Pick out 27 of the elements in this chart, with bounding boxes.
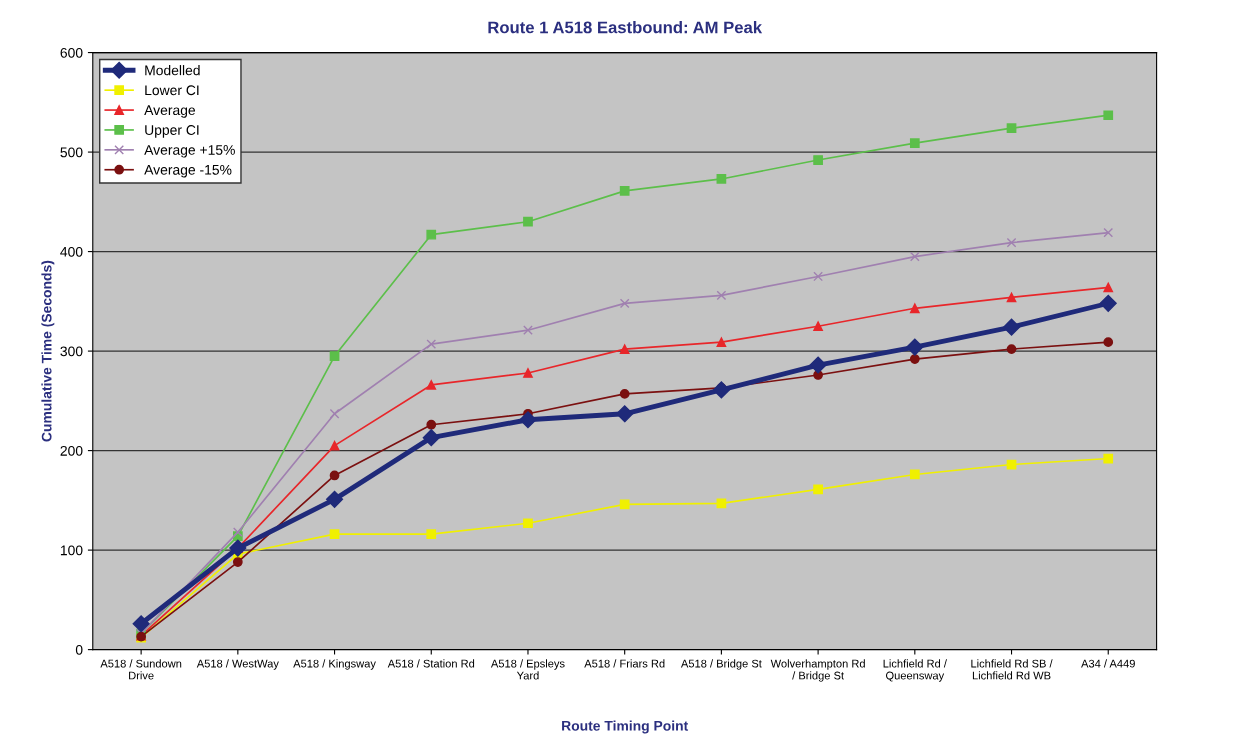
y-tick-label: 600 [60,47,83,58]
y-tick-label: 200 [60,445,83,456]
chart-title: Route 1 A518 Eastbound: AM Peak [488,21,763,34]
legend-label: Average [144,105,196,118]
y-tick-label: 0 [75,644,83,655]
x-tick-label: A518 / WestWay [196,659,279,670]
x-tick-label: Lichfield Rd SB / Lichfield Rd WB [971,659,1053,680]
legend-label: Upper CI [145,125,199,138]
x-tick-label: A518 / Epsleys Yard [490,659,565,680]
legend-label: Modelled [145,65,200,76]
x-tick-label: A518 / Kingsway [293,659,376,670]
x-tick-label: A518 / Sundown Drive [100,659,182,680]
legend-label: Lower CI [145,85,199,96]
y-axis-title: Cumulative Time (Seconds) [41,260,55,442]
x-tick-label: A34 / A449 [1081,659,1135,668]
x-tick-label: A518 / Station Rd [387,659,475,668]
x-axis-title: Route Timing Point [562,720,689,734]
x-tick-label: A518 / Friars Rd [584,659,665,668]
x-tick-label: Wolverhampton Rd / Bridge St [770,659,865,682]
legend-label: Average -15% [144,164,232,178]
x-tick-label: Lichfield Rd / Queensway [883,659,947,682]
x-tick-label: A518 / Bridge St [680,659,762,670]
y-tick-label: 300 [60,346,83,357]
y-tick-label: 100 [60,545,83,556]
y-tick-label: 400 [60,246,83,257]
y-tick-label: 500 [60,147,83,158]
legend-label: Average +15% [144,145,235,158]
